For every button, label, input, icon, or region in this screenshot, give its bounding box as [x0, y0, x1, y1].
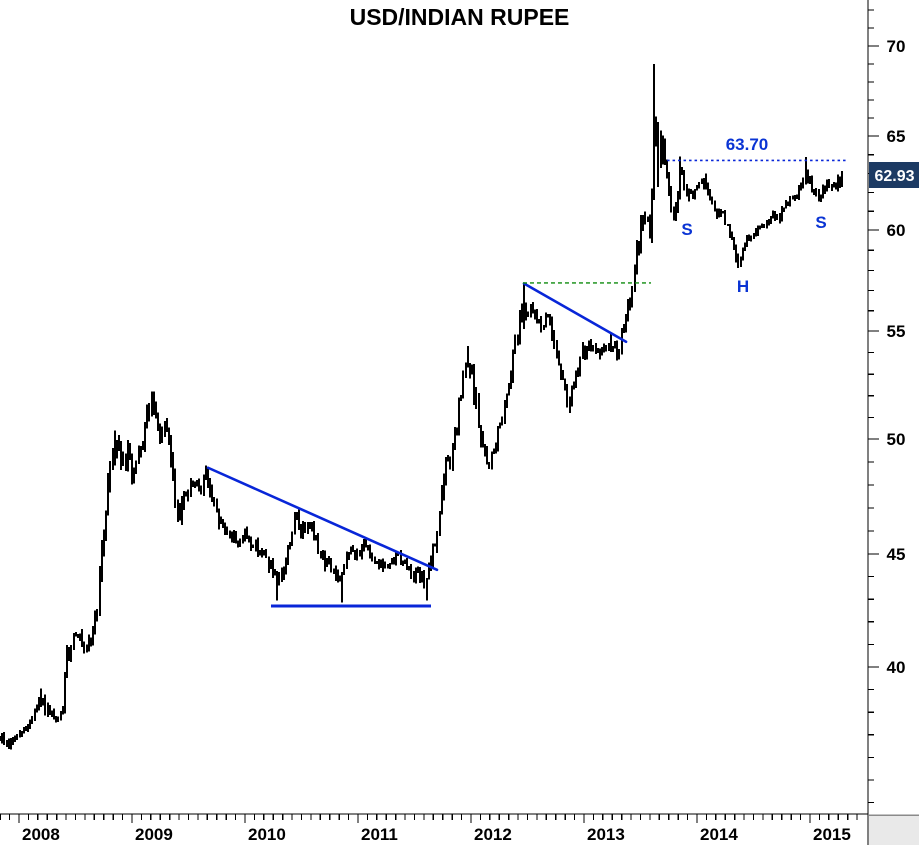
x-axis-label-2008: 2008: [22, 825, 60, 844]
x-axis-label-2009: 2009: [135, 825, 173, 844]
x-axis-label-2015: 2015: [813, 825, 851, 844]
ohlc-bars: [0, 64, 843, 750]
x-axis-ticks: [0, 814, 858, 823]
head-shoulders-label: S: [681, 220, 692, 239]
y-axis-label-65: 65: [887, 127, 906, 146]
chart-title: USD/INDIAN RUPEE: [349, 4, 570, 30]
trendline-2: [522, 282, 628, 344]
head-shoulders-label: S: [815, 213, 826, 232]
y-axis-label-40: 40: [887, 658, 906, 677]
y-axis-ticks: [868, 9, 879, 804]
x-axis-label-2013: 2013: [587, 825, 625, 844]
y-axis-label-50: 50: [887, 430, 906, 449]
y-axis-label-60: 60: [887, 221, 906, 240]
y-axis-label-70: 70: [887, 37, 906, 56]
resistance-value-label: 63.70: [726, 135, 769, 154]
y-axis-label-45: 45: [887, 545, 906, 564]
x-axis-label-2011: 2011: [361, 825, 398, 844]
x-axis-label-2012: 2012: [474, 825, 512, 844]
x-axis-label-2010: 2010: [248, 825, 286, 844]
head-shoulders-label: H: [737, 277, 749, 296]
y-axis-label-55: 55: [887, 322, 906, 341]
last-price-badge: [869, 162, 919, 188]
trendline-1: [206, 466, 439, 572]
last-price-label: 62.93: [874, 168, 914, 185]
corner-block: [869, 815, 919, 845]
x-axis-label-2014: 2014: [700, 825, 738, 844]
